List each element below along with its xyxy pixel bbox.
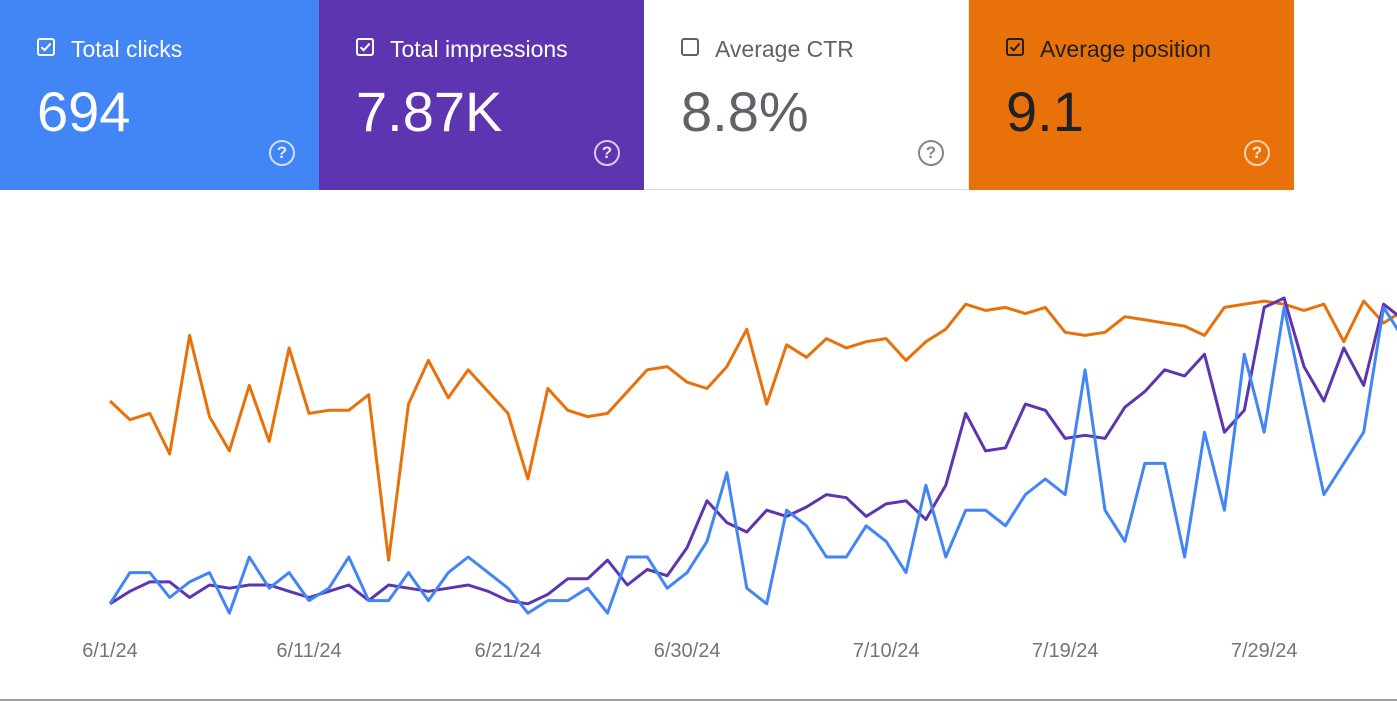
help-icon[interactable]: ? xyxy=(1244,140,1270,166)
x-tick-label: 6/30/24 xyxy=(654,640,721,662)
metric-card-average-ctr[interactable]: Average CTR 8.8% ? xyxy=(644,0,969,190)
x-tick-label: 7/19/24 xyxy=(1032,640,1099,662)
metric-cards: Total clicks 694 ? Total impressions 7.8… xyxy=(0,0,1294,190)
help-icon[interactable]: ? xyxy=(269,140,295,166)
checkbox-unchecked-icon[interactable] xyxy=(681,38,699,56)
x-tick-label: 6/11/24 xyxy=(276,640,341,662)
metric-label: Total clicks xyxy=(71,36,183,62)
help-icon[interactable]: ? xyxy=(918,140,944,166)
series-average-position xyxy=(108,299,1397,562)
metric-label: Average CTR xyxy=(715,36,854,62)
metric-value: 7.87K xyxy=(356,80,503,143)
bottom-divider xyxy=(0,699,1397,701)
x-tick-label: 7/29/24 xyxy=(1231,640,1298,662)
series-line xyxy=(108,299,1397,562)
checkbox-checked-icon[interactable] xyxy=(1006,38,1024,56)
metric-value: 9.1 xyxy=(1006,80,1084,143)
x-tick-label: 6/1/24 xyxy=(82,640,138,662)
metric-value: 694 xyxy=(37,80,131,143)
help-icon[interactable]: ? xyxy=(594,140,620,166)
x-tick-label: 6/21/24 xyxy=(475,640,542,662)
metric-card-average-position[interactable]: Average position 9.1 ? xyxy=(969,0,1294,190)
metric-label: Total impressions xyxy=(390,36,568,62)
x-tick-label: 7/10/24 xyxy=(853,640,920,662)
series-line xyxy=(109,296,1397,606)
metric-card-total-clicks[interactable]: Total clicks 694 ? xyxy=(0,0,319,190)
metric-label: Average position xyxy=(1040,36,1211,62)
series-line xyxy=(108,305,1397,615)
series-total-clicks xyxy=(108,305,1397,615)
series-total-impressions xyxy=(109,296,1397,606)
metric-card-total-impressions[interactable]: Total impressions 7.87K ? xyxy=(319,0,644,190)
checkbox-checked-icon[interactable] xyxy=(37,38,55,56)
checkbox-checked-icon[interactable] xyxy=(356,38,374,56)
x-axis-ticks: 6/1/24 6/11/24 6/21/24 6/30/24 7/10/24 7/19/2… xyxy=(82,640,1297,662)
performance-line-chart: 6/1/24 6/11/24 6/21/24 6/30/24 7/10/24 7/19/2… xyxy=(82,296,1397,662)
metric-value: 8.8% xyxy=(681,80,809,143)
